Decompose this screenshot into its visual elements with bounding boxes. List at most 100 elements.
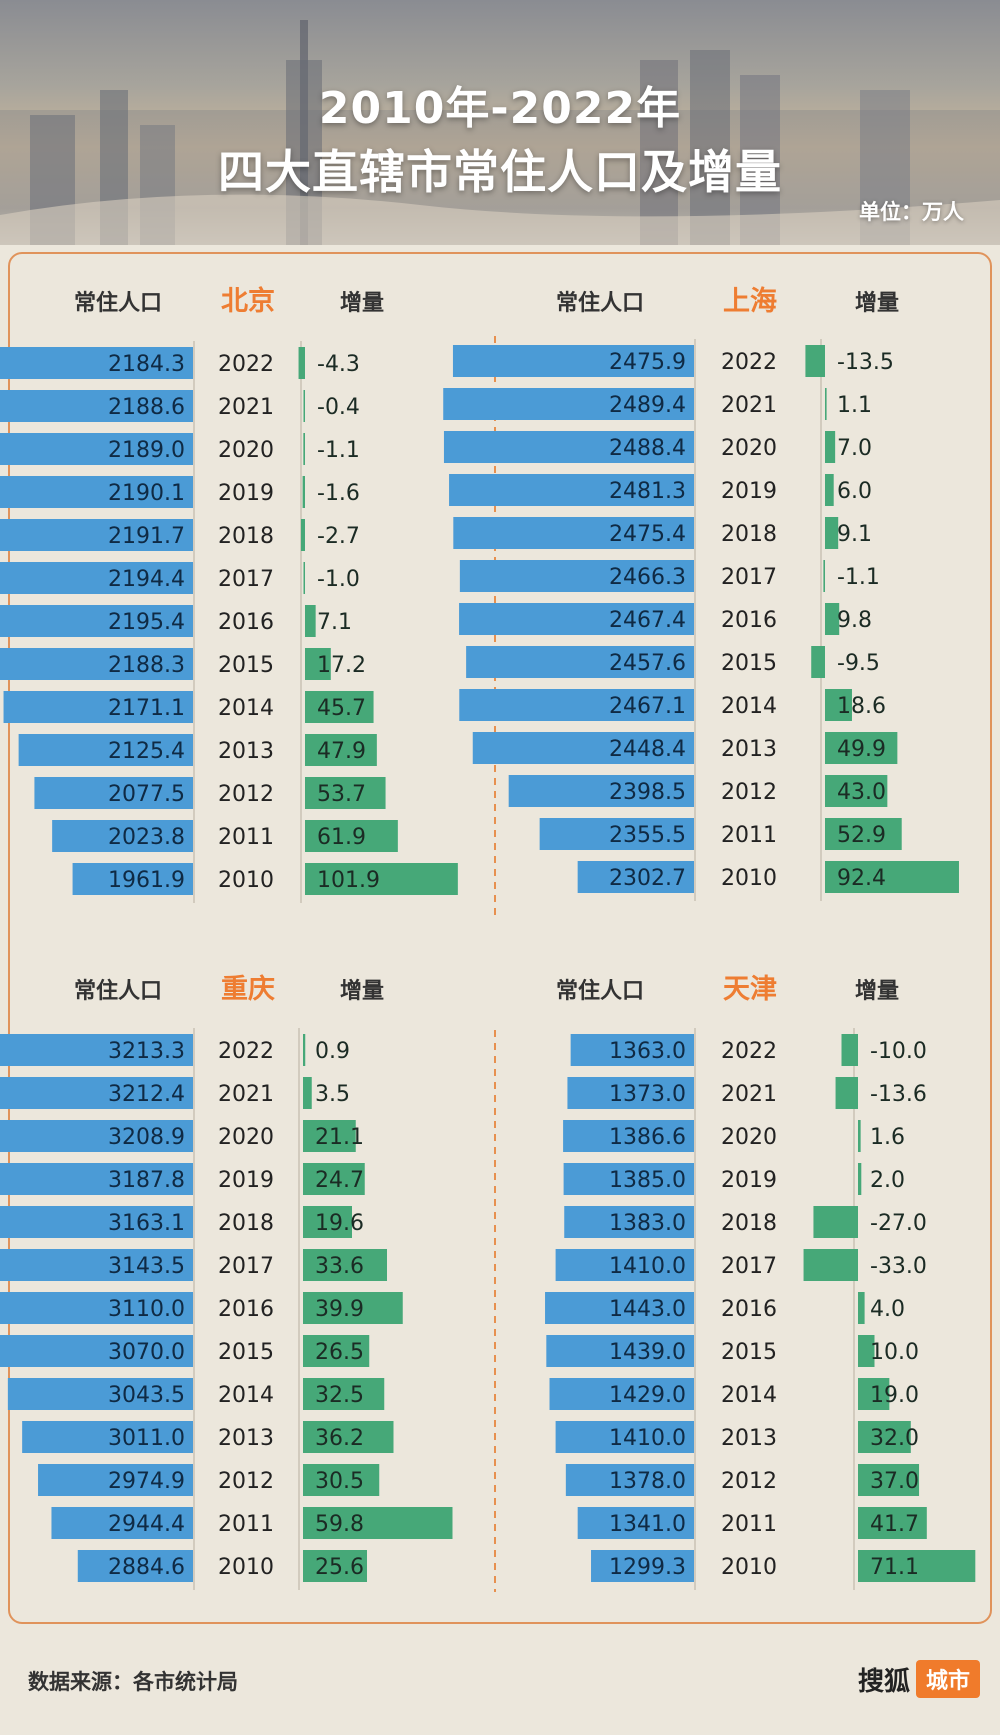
increase-bar xyxy=(303,1507,453,1539)
population-value: 1363.0 xyxy=(609,1039,686,1064)
increase-bar xyxy=(858,1292,865,1324)
population-value: 2188.3 xyxy=(108,653,185,678)
year-label: 2022 xyxy=(721,350,777,375)
year-label: 2014 xyxy=(721,694,777,719)
increase-bar xyxy=(858,1163,862,1195)
increase-value: 30.5 xyxy=(315,1469,364,1494)
population-bar xyxy=(453,517,694,549)
increase-value: 17.2 xyxy=(317,653,366,678)
population-value: 3213.3 xyxy=(108,1039,185,1064)
increase-bar xyxy=(303,1249,387,1281)
population-bar xyxy=(18,734,194,766)
increase-value: 21.1 xyxy=(315,1125,364,1150)
increase-bar xyxy=(811,646,825,678)
population-value: 2481.3 xyxy=(609,479,686,504)
column-header-increase: 增量 xyxy=(340,978,384,1004)
population-value: 2398.5 xyxy=(609,780,686,805)
increase-bar xyxy=(303,1378,385,1410)
population-bar xyxy=(77,1550,193,1582)
increase-bar xyxy=(825,474,834,506)
increase-value: -13.6 xyxy=(870,1082,927,1107)
increase-bar xyxy=(300,519,305,551)
year-label: 2019 xyxy=(218,1168,274,1193)
increase-value: 24.7 xyxy=(315,1168,364,1193)
increase-value: 61.9 xyxy=(317,825,366,850)
increase-value: 2.0 xyxy=(870,1168,905,1193)
increase-value: 7.0 xyxy=(837,436,872,461)
population-value: 2944.4 xyxy=(108,1512,185,1537)
population-value: 3011.0 xyxy=(108,1426,185,1451)
population-bar xyxy=(7,1378,193,1410)
increase-value: 71.1 xyxy=(870,1555,919,1580)
year-label: 2014 xyxy=(218,1383,274,1408)
year-label: 2016 xyxy=(721,1297,777,1322)
increase-value: -1.1 xyxy=(837,565,880,590)
increase-bar xyxy=(302,476,305,508)
population-bar xyxy=(459,689,694,721)
increase-bar xyxy=(825,732,898,764)
population-value: 1386.6 xyxy=(609,1125,686,1150)
year-label: 2010 xyxy=(218,868,274,893)
increase-value: -13.5 xyxy=(837,350,894,375)
population-bar xyxy=(565,1464,694,1496)
population-value: 1385.0 xyxy=(609,1168,686,1193)
year-label: 2017 xyxy=(218,1254,274,1279)
year-label: 2010 xyxy=(721,1555,777,1580)
population-value: 2475.4 xyxy=(609,522,686,547)
population-value: 1429.0 xyxy=(609,1383,686,1408)
increase-value: 32.0 xyxy=(870,1426,919,1451)
population-value: 2475.9 xyxy=(609,350,686,375)
population-value: 3187.8 xyxy=(108,1168,185,1193)
increase-value: 9.8 xyxy=(837,608,872,633)
year-label: 2011 xyxy=(721,1512,777,1537)
increase-bar xyxy=(305,820,398,852)
increase-bar xyxy=(858,1335,875,1367)
increase-value: 18.6 xyxy=(837,694,886,719)
chart-panel xyxy=(8,252,992,1624)
population-value: 2466.3 xyxy=(609,565,686,590)
population-value: 2974.9 xyxy=(108,1469,185,1494)
population-value: 3070.0 xyxy=(108,1340,185,1365)
population-bar xyxy=(0,1206,194,1238)
column-header-population: 常住人口 xyxy=(556,978,644,1004)
population-value: 2448.4 xyxy=(609,737,686,762)
increase-value: -1.1 xyxy=(317,438,360,463)
increase-value: -4.3 xyxy=(317,352,360,377)
population-value: 2884.6 xyxy=(108,1555,185,1580)
population-value: 3110.0 xyxy=(108,1297,185,1322)
skyline-image xyxy=(0,20,1000,245)
year-label: 2020 xyxy=(721,436,777,461)
increase-value: 92.4 xyxy=(837,866,886,891)
population-bar xyxy=(570,1034,694,1066)
population-bar xyxy=(555,1249,694,1281)
population-bar xyxy=(0,562,193,594)
increase-bar xyxy=(303,390,305,422)
population-bar xyxy=(459,560,694,592)
increase-bar xyxy=(303,1464,380,1496)
increase-value: 26.5 xyxy=(315,1340,364,1365)
increase-value: 1.1 xyxy=(837,393,872,418)
increase-bar xyxy=(305,777,386,809)
column-header-increase: 增量 xyxy=(855,978,899,1004)
increase-bar xyxy=(303,433,305,465)
column-header-increase: 增量 xyxy=(340,290,384,316)
population-bar xyxy=(564,1206,694,1238)
population-bar xyxy=(0,605,193,637)
population-value: 1341.0 xyxy=(609,1512,686,1537)
increase-bar xyxy=(825,603,840,635)
year-label: 2015 xyxy=(721,1340,777,1365)
population-bar xyxy=(0,347,194,379)
year-label: 2018 xyxy=(721,522,777,547)
increase-bar xyxy=(305,734,377,766)
increase-bar xyxy=(858,1378,890,1410)
population-value: 2467.1 xyxy=(609,694,686,719)
increase-bar xyxy=(303,1206,352,1238)
year-label: 2019 xyxy=(218,481,274,506)
increase-value: 1.6 xyxy=(870,1125,905,1150)
population-value: 2355.5 xyxy=(609,823,686,848)
population-value: 2171.1 xyxy=(108,696,185,721)
increase-value: 36.2 xyxy=(315,1426,364,1451)
population-value: 1439.0 xyxy=(609,1340,686,1365)
year-label: 2021 xyxy=(218,1082,274,1107)
increase-bar xyxy=(305,863,458,895)
